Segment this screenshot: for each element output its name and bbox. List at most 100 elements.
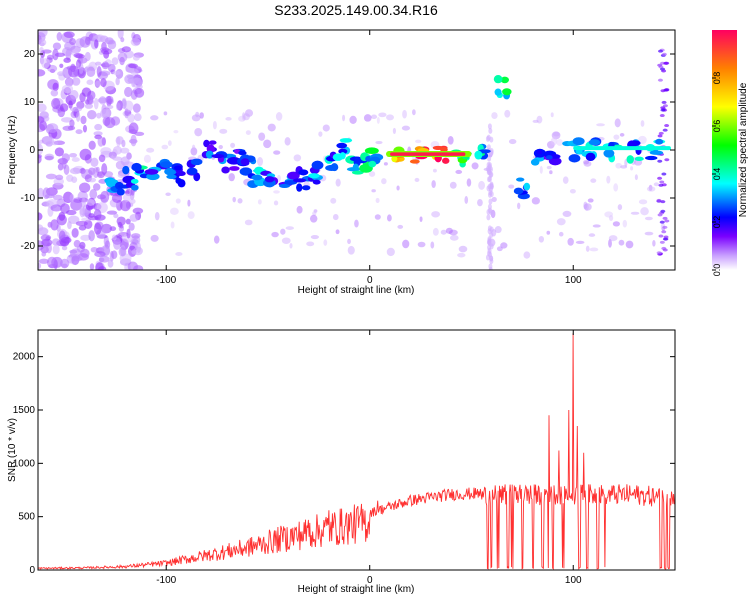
noise-blob bbox=[84, 103, 94, 109]
noise-blob bbox=[662, 248, 668, 252]
noise-blob bbox=[532, 119, 539, 123]
noise-blob bbox=[347, 245, 355, 255]
noise-blob bbox=[38, 212, 43, 221]
noise-blob bbox=[244, 219, 253, 226]
noise-blob bbox=[73, 53, 84, 59]
noise-blob bbox=[194, 127, 203, 137]
noise-blob bbox=[397, 224, 404, 229]
spectral-blob bbox=[278, 183, 291, 188]
noise-blob bbox=[69, 167, 82, 175]
noise-blob bbox=[489, 182, 494, 189]
noise-blob bbox=[508, 184, 515, 189]
noise-blob bbox=[644, 216, 653, 221]
noise-blob bbox=[93, 222, 102, 235]
noise-blob bbox=[71, 227, 79, 238]
spectral-blob bbox=[238, 150, 247, 156]
noise-blob bbox=[612, 221, 620, 227]
noise-blob bbox=[634, 174, 638, 181]
noise-blob bbox=[51, 238, 61, 246]
noise-blob bbox=[111, 234, 117, 241]
noise-blob bbox=[90, 246, 98, 253]
noise-blob bbox=[556, 218, 566, 226]
noise-blob bbox=[280, 228, 286, 235]
noise-blob bbox=[133, 113, 142, 122]
spectral-blob bbox=[208, 140, 217, 145]
noise-blob bbox=[38, 143, 44, 155]
noise-blob bbox=[587, 198, 594, 203]
noise-blob bbox=[640, 207, 649, 216]
noise-blob bbox=[71, 256, 83, 262]
noise-blob bbox=[98, 266, 107, 270]
noise-blob bbox=[106, 210, 118, 215]
noise-blob bbox=[256, 157, 264, 167]
noise-blob bbox=[80, 248, 90, 258]
spectral-blob bbox=[626, 155, 634, 164]
noise-blob bbox=[84, 67, 90, 72]
noise-blob bbox=[386, 214, 392, 222]
noise-blob bbox=[170, 207, 179, 215]
noise-blob bbox=[662, 128, 668, 132]
noise-blob bbox=[606, 175, 611, 184]
noise-blob bbox=[622, 219, 628, 228]
noise-blob bbox=[322, 124, 330, 132]
noise-blob bbox=[289, 243, 293, 249]
noise-blob bbox=[330, 197, 337, 204]
noise-blob bbox=[662, 225, 668, 229]
noise-blob bbox=[54, 147, 65, 157]
noise-blob bbox=[487, 236, 492, 243]
noise-blob bbox=[489, 209, 494, 216]
noise-blob bbox=[431, 211, 441, 218]
noise-blob bbox=[218, 145, 223, 150]
noise-blob bbox=[107, 259, 114, 268]
noise-blob bbox=[657, 213, 663, 217]
noise-blob bbox=[550, 112, 554, 118]
noise-blob bbox=[583, 203, 592, 211]
spectral-blob bbox=[655, 138, 664, 145]
colorbar-gradient bbox=[712, 30, 737, 270]
spectral-band-right bbox=[573, 146, 671, 151]
snr-x-tick-label: -100 bbox=[156, 575, 176, 586]
noise-blob bbox=[457, 252, 466, 258]
noise-blob bbox=[118, 247, 127, 257]
noise-blob bbox=[569, 189, 576, 194]
noise-blob bbox=[567, 237, 574, 246]
noise-blob bbox=[46, 123, 59, 133]
noise-blob bbox=[652, 239, 656, 247]
noise-blob bbox=[113, 213, 119, 219]
noise-blob bbox=[396, 185, 400, 191]
noise-blob bbox=[657, 176, 663, 180]
spectral-blob bbox=[502, 88, 512, 96]
spectral-blob bbox=[523, 182, 531, 191]
spectral-blob bbox=[164, 167, 177, 176]
spectral-blob bbox=[603, 149, 615, 158]
noise-blob bbox=[71, 157, 80, 163]
noise-blob bbox=[312, 211, 317, 216]
spectral-blob bbox=[122, 165, 130, 175]
noise-blob bbox=[485, 135, 490, 142]
noise-blob bbox=[342, 114, 346, 122]
noise-blob bbox=[213, 235, 220, 244]
spectral-blob bbox=[190, 158, 203, 166]
noise-blob bbox=[242, 113, 250, 121]
noise-blob bbox=[101, 61, 109, 70]
noise-blob bbox=[165, 192, 171, 196]
spectrogram-y-tick-label: -10 bbox=[21, 193, 36, 204]
noise-blob bbox=[82, 124, 88, 133]
noise-blob bbox=[432, 227, 439, 236]
spectrogram-y-tick-label: 10 bbox=[24, 97, 36, 108]
snr-x-tick-label: 0 bbox=[367, 575, 373, 586]
noise-blob bbox=[67, 221, 72, 230]
noise-blob bbox=[43, 136, 55, 145]
noise-blob bbox=[583, 159, 590, 165]
noise-blob bbox=[124, 190, 130, 195]
noise-blob bbox=[661, 230, 667, 234]
spectral-blob bbox=[298, 169, 309, 176]
noise-blob bbox=[115, 77, 120, 86]
noise-blob bbox=[663, 61, 669, 65]
noise-blob bbox=[76, 101, 85, 109]
spectral-blob bbox=[500, 76, 510, 84]
noise-blob bbox=[590, 178, 597, 183]
noise-blob bbox=[66, 174, 74, 182]
noise-blob bbox=[55, 174, 64, 181]
noise-blob bbox=[98, 154, 106, 163]
